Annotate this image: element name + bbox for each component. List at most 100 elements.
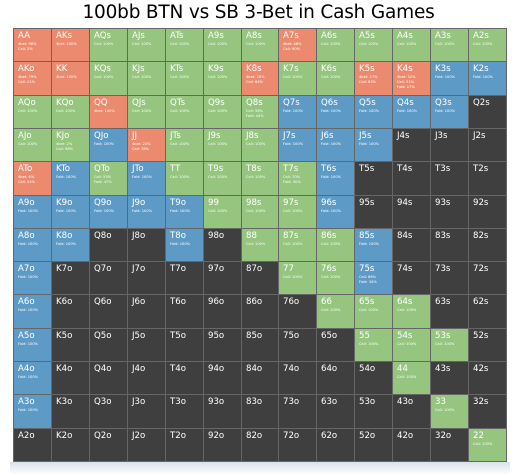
range-cell: QTo Call: 53% Fold: 47% [90, 162, 128, 196]
action-frequency: Fold: 17% [397, 85, 415, 89]
hand-label: Q6o [94, 297, 112, 307]
hand-label: A7s [283, 31, 299, 41]
hand-label: 76o [283, 297, 300, 307]
hand-label: 83s [435, 231, 451, 241]
hand-label: 52o [359, 431, 376, 441]
action-frequency: Call: 100% [208, 175, 228, 179]
range-cell: 83s [431, 229, 469, 262]
hand-label: 42o [397, 431, 414, 441]
hand-label: KQs [94, 64, 111, 74]
range-cell: Q2s [469, 96, 507, 129]
range-cell: Q9o Fold: 100% [90, 196, 128, 229]
hand-label: 65o [321, 331, 338, 341]
range-cell: 82o [242, 429, 279, 462]
hand-label: A9s [208, 31, 224, 41]
action-frequency: Fold: 100% [18, 375, 39, 379]
range-grid-frame: AA 4bet: 98% Call: 2% AKs 4bet: 100% AQs Call:… [13, 28, 507, 462]
hand-label: AQs [94, 31, 111, 41]
hand-label: 77 [283, 264, 294, 274]
hand-label: 86o [246, 297, 263, 307]
action-frequency: Fold: 100% [18, 308, 39, 312]
action-frequency: 4bet: 32% [397, 75, 416, 79]
range-cell: 73o [279, 395, 317, 429]
hand-label: A4s [397, 31, 413, 41]
range-cell: A4o Fold: 100% [14, 362, 52, 395]
range-cell: K4s 4bet: 32% Call: 51% Fold: 17% [393, 62, 431, 96]
range-cell: 93o [204, 395, 242, 429]
action-frequency: Call: 100% [321, 308, 341, 312]
range-cell: 63o [317, 395, 355, 429]
action-frequency: Call: 100% [435, 408, 455, 412]
hand-label: K5s [359, 64, 375, 74]
range-cell: JTs Call: 100% [166, 129, 204, 162]
hand-label: 54s [397, 331, 413, 341]
hand-label: T7s [283, 164, 299, 174]
hand-label: T7o [170, 264, 186, 274]
hand-label: 43o [397, 397, 414, 407]
hand-label: A8s [246, 31, 262, 41]
action-frequency: Call: 83% [359, 80, 377, 84]
action-frequency: Call: 94% [18, 180, 36, 184]
range-cell: 92s [469, 196, 507, 229]
action-frequency: Fold: 100% [359, 242, 380, 246]
range-cell: A2s Call: 100% [469, 29, 507, 62]
hand-label: QTo [94, 164, 110, 174]
range-cell: K9s Call: 100% [204, 62, 242, 96]
range-cell: Q8s Call: 56% Fold: 44% [242, 96, 279, 129]
hand-label: 64s [397, 297, 413, 307]
action-frequency: Call: 70% [283, 175, 301, 179]
hand-label: J3s [435, 131, 448, 141]
range-cell: Q3s Fold: 100% [431, 96, 469, 129]
range-cell: 97o [204, 262, 242, 295]
hand-label: 88 [246, 231, 257, 241]
range-cell: QTs Call: 100% [166, 96, 204, 129]
range-cell: 97s Call: 100% [279, 196, 317, 229]
hand-label: 98o [208, 231, 225, 241]
range-cell: 76s Call: 100% [317, 262, 355, 295]
hand-label: 94o [208, 364, 225, 374]
action-frequency: Fold: 47% [94, 180, 112, 184]
action-frequency: Fold: 100% [170, 242, 191, 246]
action-frequency: Call: 2% [18, 47, 33, 51]
action-frequency: Fold: 100% [435, 109, 456, 113]
range-cell: QQ 4bet: 100% [90, 96, 128, 129]
range-cell: T8o Fold: 100% [166, 229, 204, 262]
range-cell: K3s Fold: 100% [431, 62, 469, 96]
range-cell: K8o Fold: 100% [52, 229, 90, 262]
action-frequency: Fold: 100% [56, 209, 77, 213]
hand-label: K5o [56, 331, 73, 341]
hand-label: A2o [18, 431, 35, 441]
hand-label: J2o [132, 431, 146, 441]
range-cell: A5o Fold: 100% [14, 329, 52, 362]
hand-label: J8s [246, 131, 259, 141]
action-frequency: Call: 100% [283, 209, 303, 213]
range-cell: A3s Call: 100% [431, 29, 469, 62]
action-frequency: Fold: 100% [18, 275, 39, 279]
hand-label: Q2o [94, 431, 112, 441]
action-frequency: 4bet: 100% [94, 109, 115, 113]
action-frequency: 4bet: 26% [246, 75, 265, 79]
range-cell: J8o [128, 229, 166, 262]
action-frequency: 4bet: 100% [56, 75, 77, 79]
range-cell: 75o [279, 329, 317, 362]
hand-label: ATo [18, 164, 33, 174]
hand-label: 95s [359, 198, 375, 208]
range-cell: K8s 4bet: 26% Call: 64% [242, 62, 279, 96]
hand-label: 54o [359, 364, 376, 374]
range-cell: AKo 4bet: 79% Call: 21% [14, 62, 52, 96]
hand-label: J7o [132, 264, 146, 274]
range-cell: KQo Call: 100% [52, 96, 90, 129]
action-frequency: Fold: 100% [359, 109, 380, 113]
action-frequency: Call: 100% [246, 209, 266, 213]
range-cell: AA 4bet: 98% Call: 2% [14, 29, 52, 62]
hand-label: 93o [208, 397, 225, 407]
action-frequency: Call: 100% [435, 342, 455, 346]
action-frequency: Fold: 100% [473, 75, 494, 79]
range-cell: J5s Fold: 100% [355, 129, 393, 162]
action-frequency: Call: 100% [359, 308, 379, 312]
hand-label: 86s [321, 231, 337, 241]
action-frequency: Fold: 100% [321, 175, 342, 179]
hand-label: 73s [435, 264, 451, 274]
range-cell: J6s Fold: 100% [317, 129, 355, 162]
action-frequency: Fold: 100% [321, 109, 342, 113]
